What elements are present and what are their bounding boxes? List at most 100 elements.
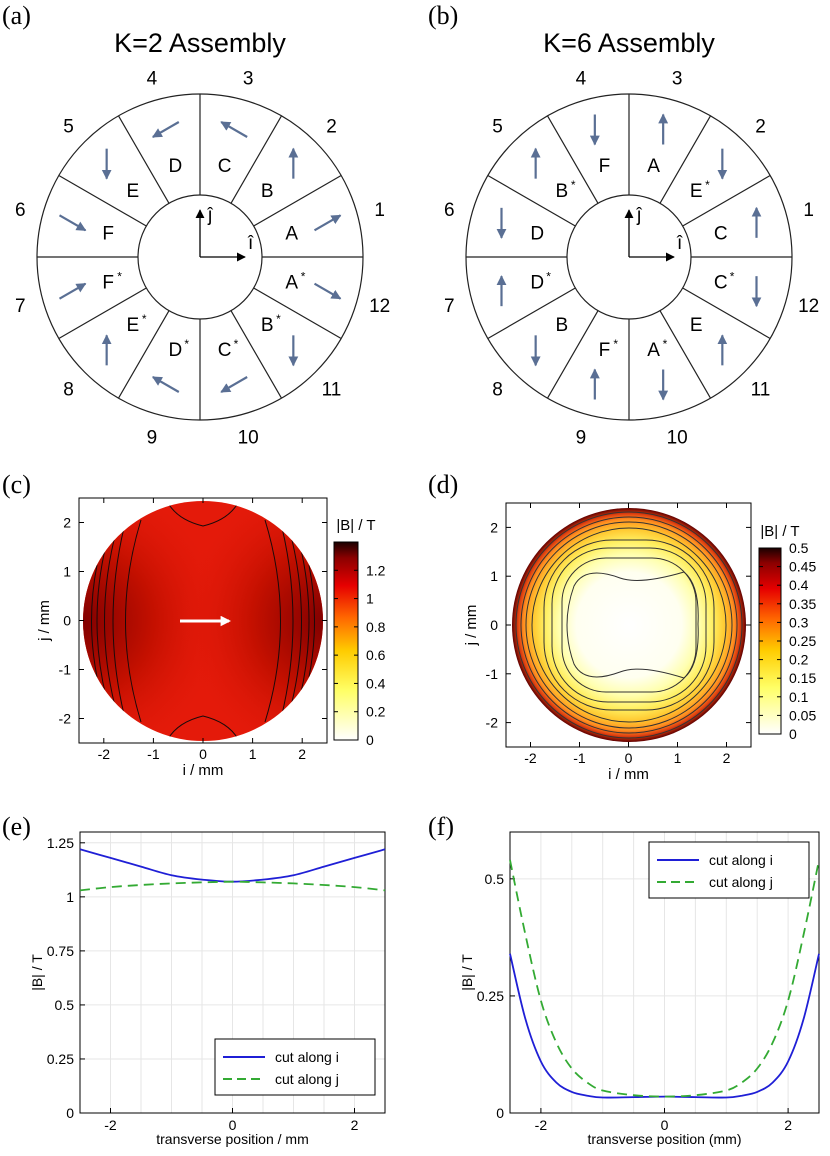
y-tick-label: 0.5 [55,997,75,1013]
heatmap-k2-axes: -2 -1 0 1 2 -2 -1 0 1 2 i / mm j / mm [36,498,327,779]
segment-letter: A [647,156,660,177]
panel-label-e: (e) [2,812,31,841]
segment-number: 10 [238,428,259,449]
magnetization-arrow [220,376,248,393]
segment-number: 10 [667,428,688,449]
segment-star-mark: * [705,178,710,192]
x-tick-label: 2 [351,1117,359,1133]
x-tick-label: 1 [249,746,257,762]
x-axis-label: i / mm [183,762,224,779]
segment-boundary [117,310,170,399]
segment-star-mark: * [546,270,551,284]
segment-number: 12 [369,296,390,317]
magnetization-arrow [151,121,180,138]
segment-number: 9 [147,428,158,449]
magnetization-arrow [313,214,342,232]
y-axis-label: j / mm [36,600,53,642]
y-axis-label: j / mm [463,605,480,647]
colorbar-tick-label: 0.35 [789,596,816,612]
y-tick-label: -2 [59,711,72,727]
y-tick-label: 0.25 [477,988,504,1004]
x-tick-label: 2 [298,746,306,762]
legend: cut along i cut along j [214,1038,376,1096]
segment-boundary [682,287,771,340]
x-tick-label: 1 [674,750,682,766]
segment-letter: B [555,315,568,336]
segment-letter: C [218,340,232,361]
y-tick-label: 1 [63,564,71,580]
legend: cut along i cut along j [648,841,810,899]
segment-letter: E [126,315,139,336]
segment-boundary [253,287,342,340]
unit-vector-j-label: ĵ [636,205,643,226]
unit-vector-j-label: ĵ [207,205,214,226]
segment-number: 7 [15,296,26,317]
segment-number: 9 [576,428,587,449]
segment-star-mark: * [613,337,618,351]
segment-number: 5 [63,116,74,137]
segment-star-mark: * [142,312,147,326]
segment-boundary [117,115,170,204]
segment-boundary [58,287,147,340]
legend-box [214,1038,376,1096]
assembly-title-k2: K=2 Assembly [114,28,286,58]
colorbar-k2: 0 0.2 0.4 0.6 0.8 1 1.2 |B| / T [333,517,386,748]
magnetization-arrow [313,282,342,300]
segment-star-mark: * [117,270,122,284]
y-tick-label: 0 [63,613,71,629]
y-axis-label: |B| / T [459,954,475,991]
heatmap-k2-contours [91,502,315,740]
panel-label-c: (c) [2,470,31,499]
x-axis-label: transverse position (mm) [587,1131,741,1147]
segment-letter: B [261,315,274,336]
segment-number: 5 [492,116,503,137]
colorbar-tick-label: 1 [366,591,374,607]
colorbar-tick-label: 0.15 [789,670,816,686]
magnetization-arrow [151,376,180,393]
x-tick-label: -2 [535,1117,548,1133]
colorbar-tick-label: 0.25 [789,633,816,649]
segment-boundary [659,115,712,204]
magnetization-arrow [58,282,87,300]
segment-number: 11 [322,380,342,401]
x-axis-label: transverse position / mm [156,1131,309,1147]
x-tick-label: -2 [98,746,111,762]
segment-star-mark: * [663,337,668,351]
y-tick-label: -1 [486,666,499,682]
series-line-1 [509,859,820,1098]
heatmap-k6-axes: -2 -1 0 1 2 -2 -1 0 1 2 i / mm j / mm [463,503,751,783]
colorbar-tick-label: 0.2 [789,652,809,668]
segment-star-mark: * [730,270,735,284]
colorbar-tick-label: 1.2 [366,562,386,578]
segment-number: 2 [326,116,337,137]
segment-boundary [253,174,342,227]
segment-star-mark: * [571,178,576,192]
segment-letter: F [599,156,611,177]
colorbar-tick-label: 0.45 [789,559,816,575]
magnetization-arrow [58,214,87,232]
y-tick-label: 0 [496,1105,504,1121]
segment-boundary [487,174,576,227]
legend-entry: cut along i [709,852,773,868]
segment-number: 8 [63,380,74,401]
segment-number: 1 [803,200,814,221]
heatmap-k6-field [512,508,746,742]
unit-vector-i-label: î [676,233,683,254]
series-line-0 [509,953,820,1099]
panel-label-b: (b) [428,1,458,30]
legend-box [648,841,810,899]
y-tick-label: 1 [490,568,498,584]
y-tick-label: 1.25 [47,835,74,851]
segment-number: 11 [751,380,771,401]
segment-letter: D [169,340,183,361]
y-tick-label: -2 [486,715,499,731]
segment-boundary [230,310,283,399]
segment-number: 1 [374,200,385,221]
y-tick-label: 2 [490,519,498,535]
legend-entry: cut along i [275,1049,339,1065]
segment-boundary [230,115,283,204]
segment-letter: C [714,273,728,294]
segment-number: 4 [576,68,587,89]
